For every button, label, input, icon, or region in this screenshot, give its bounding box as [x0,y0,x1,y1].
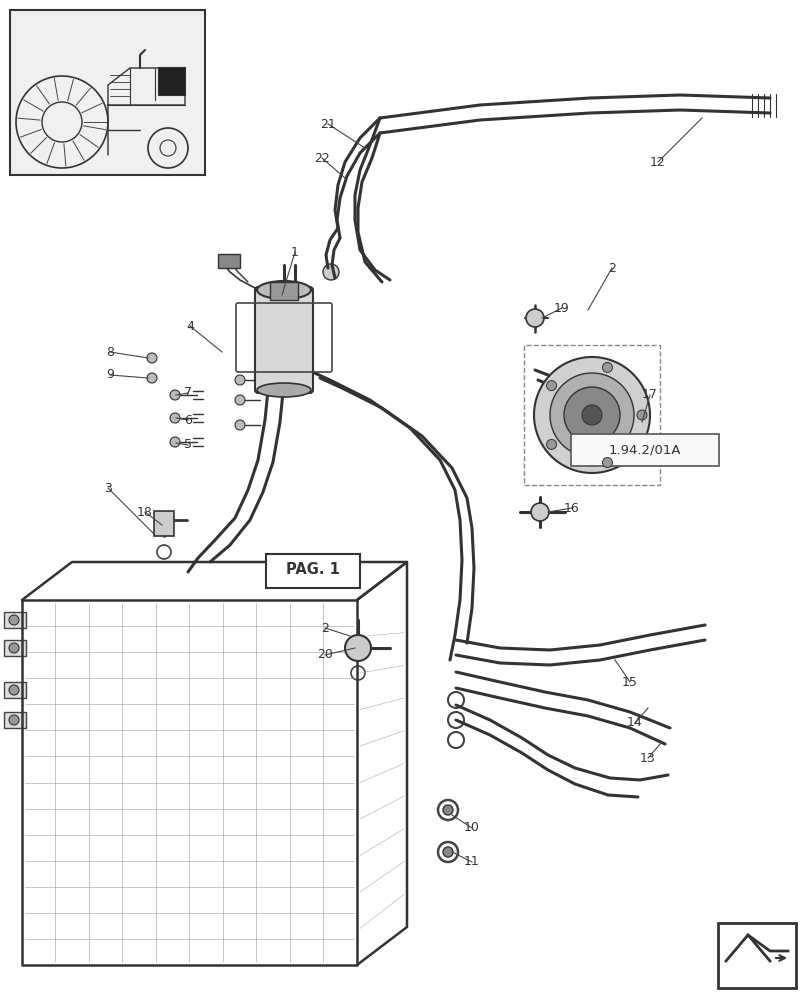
Circle shape [534,357,649,473]
Circle shape [546,381,556,391]
Circle shape [169,390,180,400]
Text: 19: 19 [553,302,569,314]
Bar [4,712,26,728]
Ellipse shape [257,281,311,299]
Text: 16: 16 [564,502,579,514]
Circle shape [9,615,19,625]
Circle shape [9,643,19,653]
Text: 1: 1 [290,245,298,258]
Text: PAG. 1: PAG. 1 [285,562,340,578]
Circle shape [602,362,611,372]
Circle shape [443,847,453,857]
Circle shape [546,439,556,449]
Circle shape [581,405,601,425]
Text: 21: 21 [320,118,336,131]
Circle shape [564,387,620,443]
Text: 8: 8 [106,346,114,359]
Circle shape [169,413,180,423]
Bar [158,67,185,95]
Text: 17: 17 [642,388,657,401]
Text: 13: 13 [639,752,655,764]
Text: 7: 7 [184,386,191,399]
Text: 22: 22 [314,152,329,165]
Ellipse shape [257,383,311,397]
Text: 11: 11 [464,855,479,868]
FancyBboxPatch shape [570,434,718,466]
Circle shape [602,458,611,468]
Text: 1.94.2/01A: 1.94.2/01A [608,444,680,456]
Circle shape [549,373,633,457]
Bar [217,254,240,268]
FancyBboxPatch shape [255,287,312,393]
Text: 4: 4 [186,320,194,332]
Circle shape [345,635,371,661]
Bar [4,682,26,698]
Circle shape [443,805,453,815]
Circle shape [526,309,543,327]
Circle shape [9,685,19,695]
Text: 15: 15 [621,676,637,688]
Text: 5: 5 [184,438,191,452]
Text: 2: 2 [320,621,328,634]
Circle shape [234,395,245,405]
Text: 9: 9 [106,368,114,381]
Text: 12: 12 [650,156,665,169]
Circle shape [530,503,548,521]
Circle shape [147,373,157,383]
Circle shape [169,437,180,447]
Text: 2: 2 [607,261,616,274]
Text: 18: 18 [137,506,152,518]
FancyBboxPatch shape [266,554,359,588]
Text: 3: 3 [104,482,112,494]
Circle shape [147,353,157,363]
Bar [4,640,26,656]
Text: 10: 10 [464,821,479,834]
Circle shape [323,264,338,280]
Bar [10,10,204,175]
Circle shape [9,715,19,725]
Bar [717,923,795,988]
Circle shape [636,410,646,420]
Text: 6: 6 [184,414,191,426]
Text: 20: 20 [316,648,333,662]
Text: 14: 14 [626,716,642,729]
Bar [270,282,298,300]
Bar [154,511,174,536]
Bar [523,345,659,485]
Bar [4,612,26,628]
Circle shape [234,420,245,430]
Circle shape [234,375,245,385]
